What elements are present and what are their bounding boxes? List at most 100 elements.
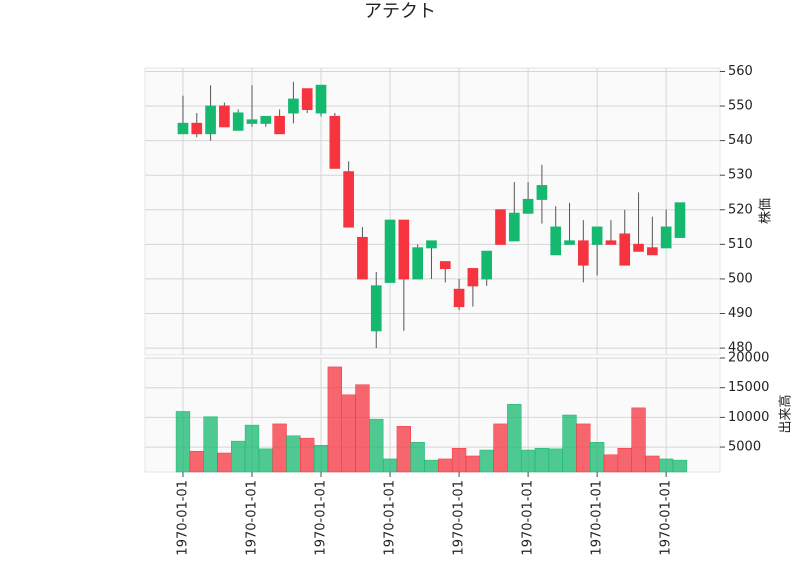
candle-body (605, 240, 617, 245)
volume-bar (617, 448, 632, 473)
candle-body (660, 226, 672, 249)
candle-body (343, 171, 354, 228)
volume-bar (520, 449, 536, 473)
y-tick-label: 520 (728, 202, 753, 217)
volume-bar (410, 442, 425, 473)
volume-bar (175, 411, 191, 473)
chart-title: アテクト (364, 1, 436, 22)
volume-bar (369, 418, 384, 473)
volume-bar (203, 416, 218, 473)
volume-bar (562, 414, 577, 473)
candle-body (315, 84, 327, 114)
candle-body (439, 261, 451, 270)
y-tick-label: 540 (728, 133, 753, 148)
candle-body (508, 212, 520, 242)
volume-bar (327, 366, 342, 473)
volume-bar (576, 423, 591, 473)
volume-bar (479, 449, 494, 473)
x-tick-label: 1970-01-01 (244, 480, 259, 556)
y-tick-label: 490 (728, 306, 753, 321)
volume-bar (341, 394, 356, 473)
price-panel (144, 67, 721, 356)
candle-body (647, 247, 658, 256)
candle-body (674, 202, 686, 238)
candle-body (205, 105, 216, 135)
candle-body (633, 243, 644, 252)
volume-bar (438, 458, 453, 473)
volume-bar (272, 423, 287, 473)
volume-bar (189, 450, 204, 473)
volume-bar (645, 455, 660, 473)
candle-body (370, 285, 382, 332)
volume-bar (396, 426, 412, 473)
candle-body (619, 233, 631, 266)
volume-bar (659, 458, 674, 473)
volume-bar (258, 448, 273, 473)
candle-body (550, 226, 562, 256)
candle-body (274, 115, 285, 135)
volume-bar (493, 423, 508, 473)
candle-body (260, 115, 272, 124)
volume-bar (244, 424, 260, 473)
volume-bar (534, 448, 550, 473)
candle-body (288, 98, 299, 114)
volume-bar (589, 442, 605, 473)
candle-body (357, 236, 368, 280)
y-tick-label: 500 (728, 271, 753, 286)
volume-bar (355, 384, 370, 473)
volume-bar (424, 459, 439, 473)
candle-body (453, 288, 465, 308)
volume-bar (465, 455, 481, 473)
y-tick-label: 560 (728, 64, 753, 79)
candle-body (412, 247, 423, 280)
volume-bar (507, 404, 522, 473)
x-tick-label: 1970-01-01 (175, 480, 190, 556)
y-tick-label: 15000 (728, 380, 769, 395)
candle-body (426, 240, 437, 249)
volume-bar (382, 458, 398, 473)
candle-body (301, 88, 313, 110)
candle-body (495, 209, 506, 245)
y-tick-label: 530 (728, 168, 753, 183)
volume-bar (231, 440, 246, 473)
candle-body (536, 185, 548, 200)
candle-body (591, 226, 603, 245)
candle-body (219, 105, 230, 128)
x-tick-label: 1970-01-01 (452, 480, 467, 556)
candle-body (467, 268, 479, 287)
candle-body (191, 122, 203, 135)
x-tick-label: 1970-01-01 (314, 480, 329, 556)
candle-body (398, 219, 410, 280)
x-tick-label: 1970-01-01 (590, 480, 605, 556)
volume-bar (451, 448, 467, 473)
candle-body (577, 240, 589, 266)
candle-body (522, 198, 534, 214)
y-tick-label: 480 (728, 341, 753, 356)
y-tick-label: 5000 (728, 440, 761, 455)
y-axis-label: 株価 (759, 198, 774, 224)
x-tick-label: 1970-01-01 (659, 480, 674, 556)
candle-body (246, 119, 258, 124)
y-tick-label: 510 (728, 237, 753, 252)
candle-body (329, 115, 341, 169)
volume-bar (631, 407, 646, 473)
volume-bar (313, 445, 329, 473)
volume-bar (672, 459, 688, 473)
candle-body (564, 240, 575, 245)
candle-body (481, 250, 493, 280)
volume-bar (217, 452, 232, 473)
candle-body (232, 112, 244, 131)
volume-bar (548, 448, 563, 473)
y-tick-label: 20000 (728, 351, 769, 366)
volume-bar (603, 454, 619, 473)
volume-bar (300, 437, 315, 473)
y-tick-label: 550 (728, 99, 753, 114)
candle-body (384, 219, 396, 283)
y-tick-label: 10000 (728, 410, 769, 425)
volume-bar (286, 435, 301, 473)
y-axis-label: 出来高 (778, 394, 794, 433)
candle-body (177, 122, 189, 135)
x-tick-label: 1970-01-01 (383, 480, 398, 556)
x-tick-label: 1970-01-01 (521, 480, 536, 556)
